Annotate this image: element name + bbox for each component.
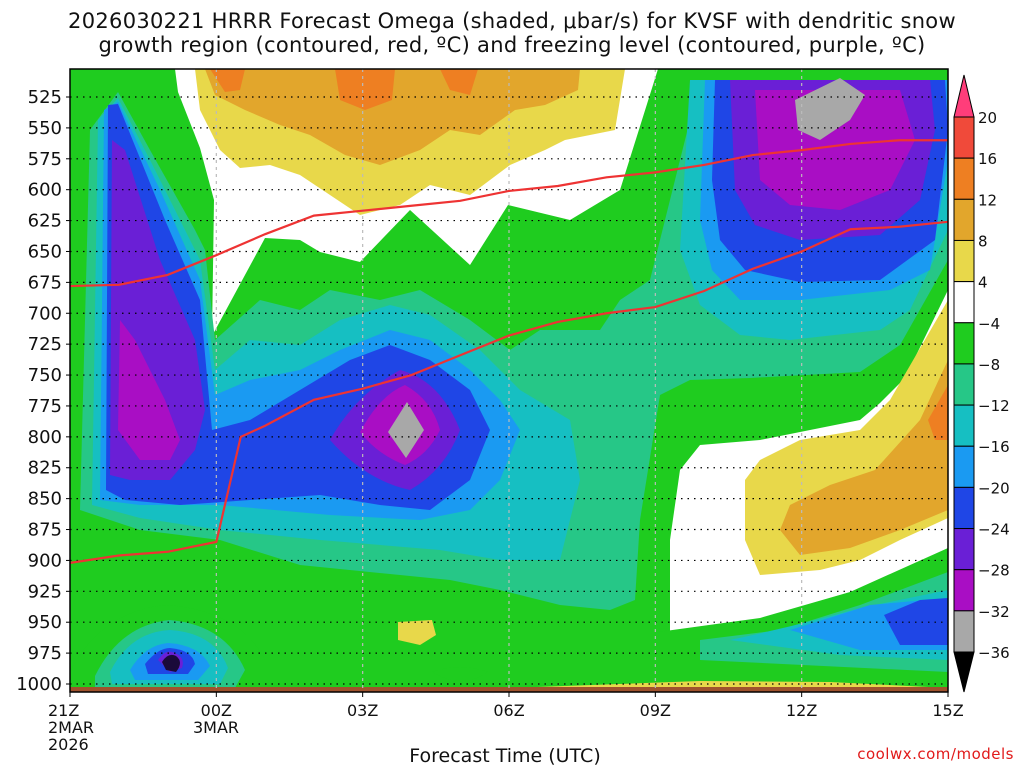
omega-region-minus32-ne (795, 78, 865, 140)
colorbar-label: −4 (978, 315, 1000, 333)
colorbar-label: −12 (978, 397, 1010, 415)
omega-region-plus8-upper (205, 69, 580, 165)
colorbar-label: −16 (978, 438, 1010, 456)
colorbar-label: −8 (978, 356, 1000, 374)
x-tick-label: 2MAR (48, 718, 94, 737)
colorbar-label: −28 (978, 562, 1010, 580)
omega-region-minus28-ne (755, 90, 915, 210)
chart-title-line2: growth region (contoured, red, ºC) and f… (98, 33, 926, 57)
x-tick-label: 21Z (48, 701, 79, 720)
y-tick-label: 925 (28, 581, 62, 602)
colorbar-swatch (953, 569, 975, 612)
colorbar-label: 20 (978, 109, 997, 127)
chart-title-line1: 2026030221 HRRR Forecast Omega (shaded, … (68, 9, 956, 33)
colorbar-swatch (953, 363, 975, 406)
y-tick-label: 600 (28, 180, 62, 201)
omega-region-plus12-lowright (928, 385, 948, 440)
omega-region-minus28-west (118, 320, 180, 460)
omega-region-minus32-center (388, 402, 424, 458)
dendritic-contour-line (70, 139, 948, 288)
colorbar: 20 16 12 8 4 −4 −8 −12 −16 −20 −24 −28 −32 −36 (953, 74, 1010, 693)
y-tick-label: 625 (28, 211, 62, 232)
y-tick-label: 1000 (16, 674, 62, 695)
y-tick-label: 775 (28, 396, 62, 417)
colorbar-label: 12 (978, 191, 997, 209)
colorbar-swatch (953, 157, 975, 200)
omega-region-minus28-low (162, 654, 180, 672)
colorbar-label: −32 (978, 603, 1010, 621)
y-tick-label: 525 (28, 87, 62, 108)
y-tick-label: 800 (28, 427, 62, 448)
y-tick-label: 725 (28, 334, 62, 355)
colorbar-label: −20 (978, 479, 1010, 497)
x-tick-label: 06Z (493, 701, 524, 720)
colorbar-swatch (953, 281, 975, 324)
plot-area (70, 69, 948, 692)
colorbar-swatch (953, 610, 975, 653)
credit-text: coolwx.com/models (857, 745, 1014, 763)
y-tick-label: 550 (28, 118, 62, 139)
colorbar-label: −36 (978, 644, 1010, 662)
colorbar-swatch (953, 116, 975, 159)
colorbar-swatch (953, 239, 975, 283)
omega-region-small (432, 667, 488, 681)
y-tick-label: 700 (28, 303, 62, 324)
colorbar-label: 8 (978, 232, 988, 250)
omega-region-plus12-upper (210, 69, 478, 110)
x-tick-label: 15Z (932, 701, 963, 720)
colorbar-swatch (953, 486, 975, 530)
x-tick-label: 00Z (201, 701, 232, 720)
omega-region-plus8-lowright (780, 360, 948, 555)
colorbar-swatch (953, 198, 975, 241)
x-tick-label: 09Z (640, 701, 671, 720)
y-tick-label: 825 (28, 458, 62, 479)
y-tick-label: 950 (28, 612, 62, 633)
omega-region-minus20-right (884, 598, 948, 645)
x-axis-label: Forecast Time (UTC) (409, 745, 601, 767)
y-tick-label: 875 (28, 520, 62, 541)
colorbar-swatch (953, 528, 975, 571)
y-tick-label: 975 (28, 643, 62, 664)
colorbar-swatch (953, 322, 975, 365)
dendritic-contours (70, 139, 948, 564)
y-tick-label: 575 (28, 149, 62, 170)
colorbar-swatch (953, 445, 975, 488)
y-tick-label: 850 (28, 489, 62, 510)
colorbar-swatch (953, 404, 975, 447)
colorbar-top-arrow (953, 74, 975, 118)
dendritic-contour-line (70, 220, 948, 564)
colorbar-label: −24 (978, 521, 1010, 539)
gridlines (70, 69, 948, 692)
ground-strip (70, 687, 948, 692)
x-tick-label: 3MAR (193, 718, 239, 737)
x-tick-label: 12Z (786, 701, 817, 720)
y-tick-label: 675 (28, 272, 62, 293)
y-tick-label: 750 (28, 365, 62, 386)
y-tick-label: 900 (28, 550, 62, 571)
colorbar-label: 4 (978, 274, 988, 292)
colorbar-label: 16 (978, 150, 997, 168)
x-tick-label: 2026 (48, 735, 89, 754)
omega-region-plus4-small (398, 620, 436, 645)
y-axis: 525 550 575 600 625 650 675 700 725 750 775 800 825 8… (16, 87, 70, 695)
y-tick-label: 650 (28, 241, 62, 262)
colorbar-bottom-arrow (953, 651, 975, 693)
x-tick-label: 03Z (347, 701, 378, 720)
